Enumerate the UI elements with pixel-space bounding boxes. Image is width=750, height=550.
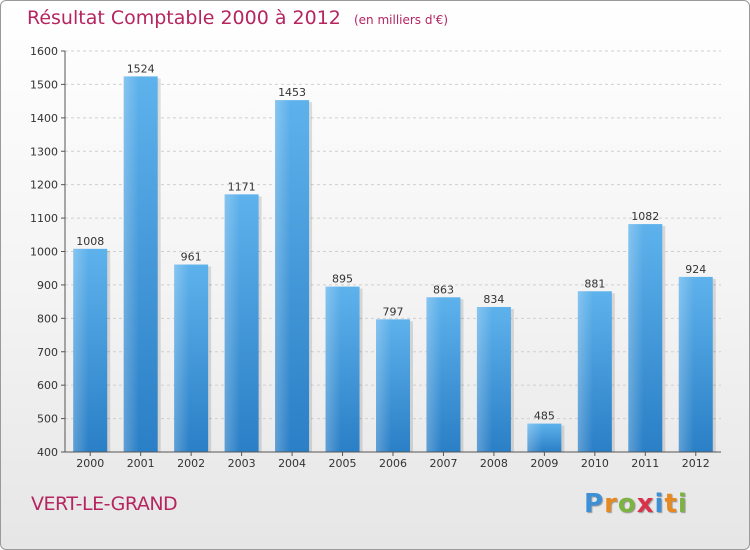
bar-value-label: 834 [483,293,504,306]
logo-letter: t [664,489,678,519]
y-tick-label: 1400 [30,112,58,125]
logo-letter: r [604,489,618,519]
bar-value-label: 1453 [278,86,306,99]
bar-highlight [628,224,644,452]
x-tick-label: 2009 [530,457,558,470]
y-tick-label: 1000 [30,246,58,259]
chart-title: Résultat Comptable 2000 à 2012 [27,7,341,29]
bar-value-label: 797 [383,305,404,318]
bar-value-label: 863 [433,283,454,296]
logo-letter: i [654,489,665,519]
bar-highlight [577,291,594,452]
logo-letter: x [636,489,655,519]
chart-header: Résultat Comptable 2000 à 2012 (en milli… [27,7,448,29]
bar-value-label: 924 [685,263,706,276]
x-tick-label: 2004 [278,457,306,470]
bar-highlight [73,248,89,452]
bars: 1008 1524 961 1171 1453 895 797 863 834 485 881 108… [73,62,716,453]
x-tick-label: 2006 [379,457,407,470]
x-tick-label: 2012 [682,457,710,470]
y-tick-label: 400 [37,446,58,459]
y-tick-label: 1200 [30,179,58,192]
y-tick-label: 800 [37,312,58,325]
bar-value-label: 961 [181,251,202,264]
x-tick-label: 2005 [329,457,357,470]
logo-letter: o [617,489,637,519]
y-tick-label: 1500 [30,78,58,91]
x-tick-label: 2007 [429,457,457,470]
bar-highlight [325,286,341,452]
proxiti-logo: Proxiti [584,489,688,519]
commune-name: VERT-LE-GRAND [31,493,178,515]
y-tick-label: 1600 [30,45,58,58]
logo-letter: P [584,489,605,519]
bar-highlight [123,76,139,452]
bar-value-label: 1008 [76,235,104,248]
logo-letter: i [677,489,688,519]
x-tick-label: 2002 [177,457,205,470]
bar-highlight [376,319,392,452]
bar-value-label: 895 [332,273,353,286]
y-tick-label: 1300 [30,145,58,158]
bar-highlight [224,194,240,453]
bar-value-label: 485 [534,410,555,423]
y-tick-label: 600 [37,379,58,392]
bar-highlight [174,264,190,452]
bar-highlight [275,100,291,452]
y-tick-label: 1100 [30,212,58,225]
y-tick-label: 500 [37,413,58,426]
y-tick-label: 900 [37,279,58,292]
bar-highlight [426,297,442,452]
x-tick-label: 2010 [581,457,609,470]
bar-highlight [527,423,543,452]
bar-highlight [476,306,493,452]
x-tick-label: 2000 [76,457,104,470]
chart-subtitle: (en milliers d'€) [353,13,449,27]
x-tick-label: 2003 [228,457,256,470]
y-tick-label: 700 [37,346,58,359]
x-tick-label: 2001 [127,457,155,470]
bar-highlight [678,276,695,452]
x-tick-label: 2011 [631,457,659,470]
bar-value-label: 1171 [228,180,256,193]
bar-value-label: 1082 [631,210,659,223]
axes: 400 500 600 700 800 900 1000 1100 1200 1300 1400 15… [30,45,721,470]
x-tick-label: 2008 [480,457,508,470]
bar-value-label: 881 [584,277,605,290]
bar-value-label: 1524 [127,62,155,75]
